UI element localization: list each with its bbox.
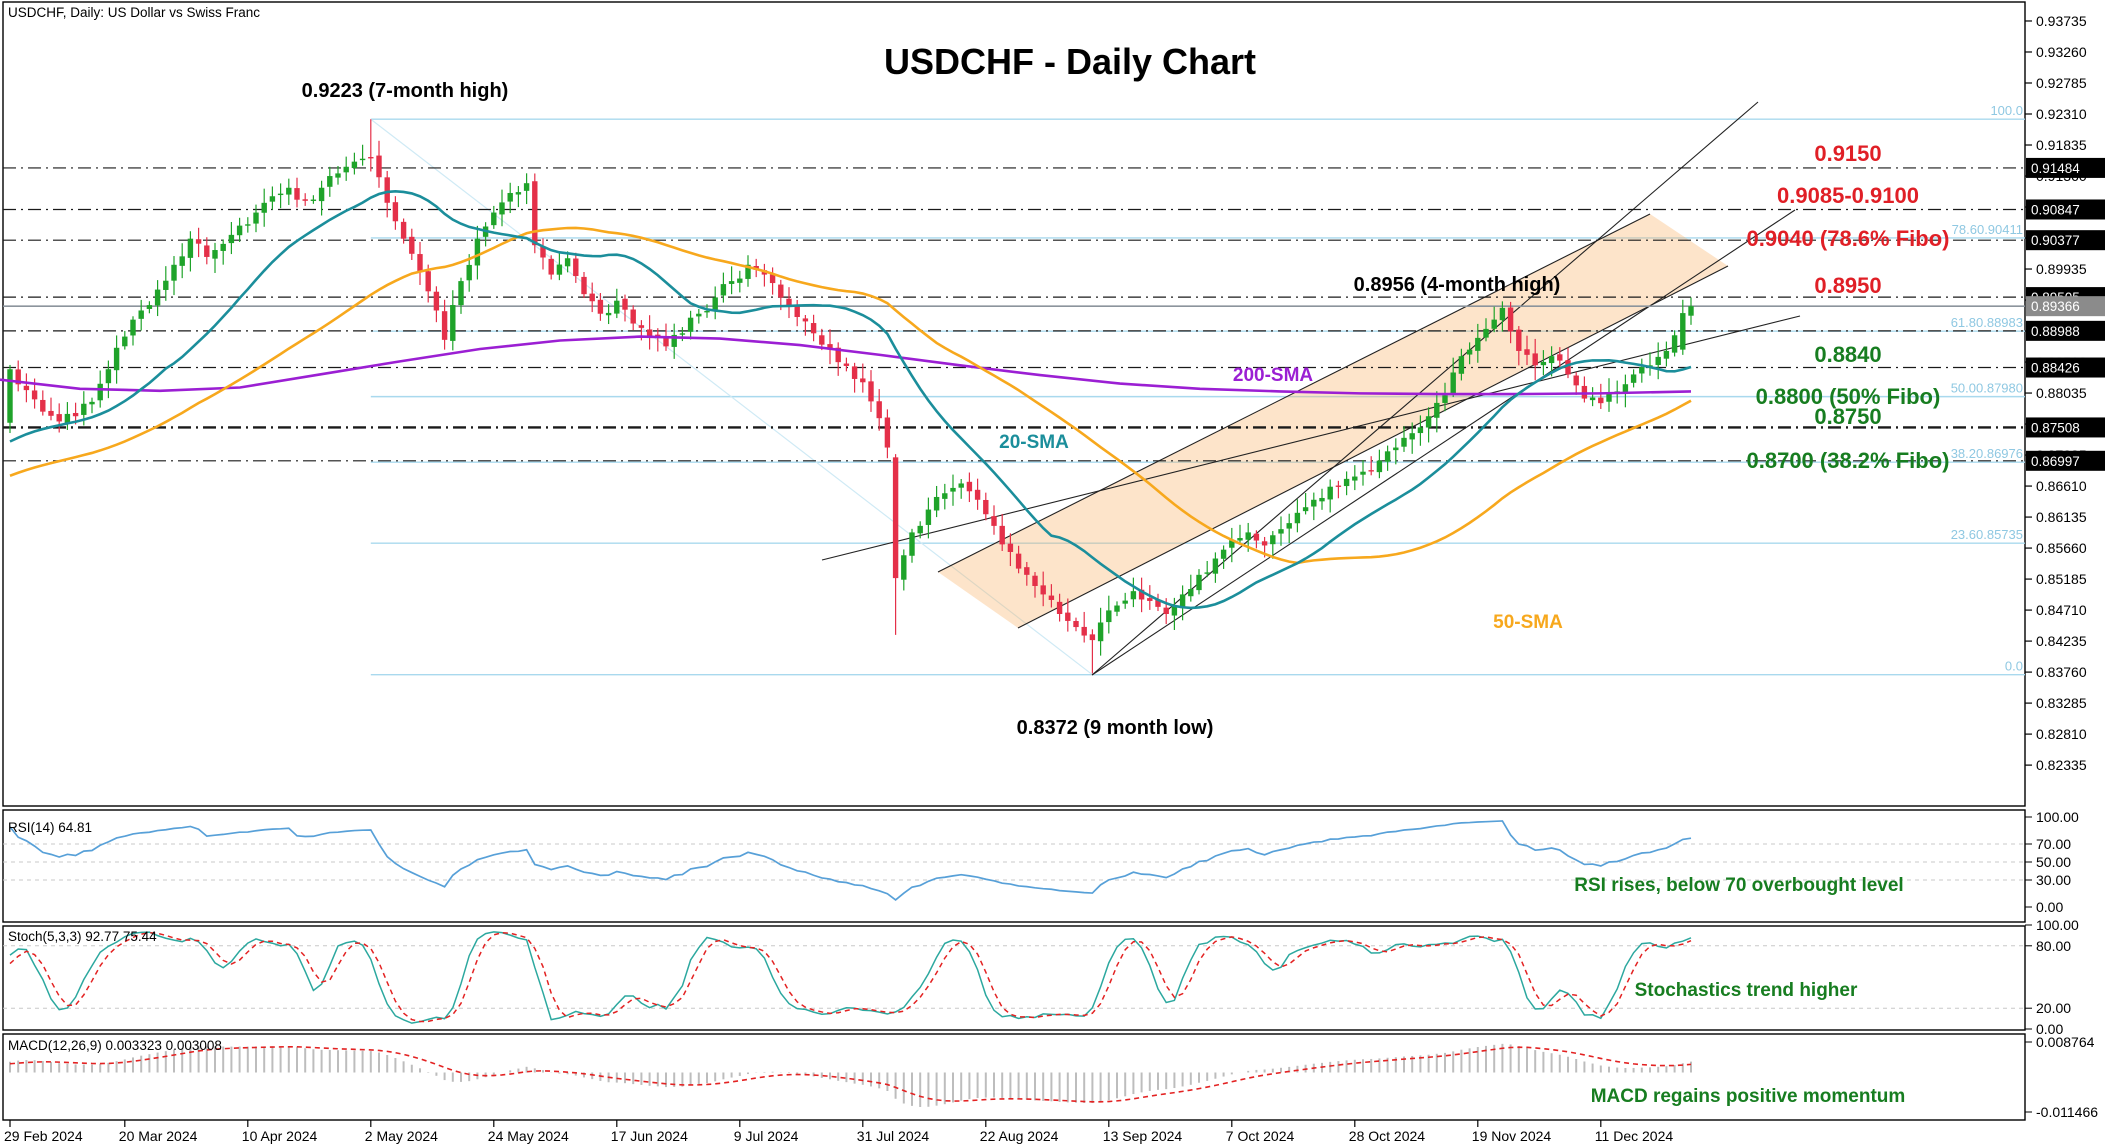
svg-text:29 Feb 2024: 29 Feb 2024 (4, 1128, 83, 1144)
svg-text:0.85185: 0.85185 (2036, 571, 2087, 587)
svg-text:2 May 2024: 2 May 2024 (365, 1128, 438, 1144)
svg-text:0.86135: 0.86135 (2036, 509, 2087, 525)
svg-text:0.82810: 0.82810 (2036, 726, 2087, 742)
svg-text:0.86997: 0.86997 (2031, 454, 2080, 469)
svg-text:0.008764: 0.008764 (2036, 1034, 2095, 1050)
svg-text:0.00: 0.00 (2036, 899, 2063, 915)
svg-text:19 Nov 2024: 19 Nov 2024 (1472, 1128, 1552, 1144)
sma50-label: 50-SMA (1493, 612, 1563, 633)
svg-text:0.84235: 0.84235 (2036, 633, 2087, 649)
chart-title: USDCHF - Daily Chart (884, 41, 1256, 82)
svg-text:0.93260: 0.93260 (2036, 44, 2087, 60)
support-label-0-8750: 0.8750 (1814, 404, 1881, 429)
svg-text:0.84710: 0.84710 (2036, 602, 2087, 618)
svg-text:0.88988: 0.88988 (2031, 324, 2080, 339)
svg-text:50.00: 50.00 (2036, 854, 2071, 870)
sma20-label: 20-SMA (999, 432, 1069, 453)
svg-text:22 Aug 2024: 22 Aug 2024 (980, 1128, 1059, 1144)
svg-text:0.83760: 0.83760 (2036, 664, 2087, 680)
svg-text:61.80.88983: 61.80.88983 (1951, 315, 2023, 330)
stoch-name: Stoch(5,3,3) 92.77 75.44 (8, 929, 157, 944)
sma200-label: 200-SMA (1233, 365, 1314, 386)
symbol-header: USDCHF, Daily: US Dollar vs Swiss Franc (8, 5, 260, 20)
svg-text:0.89935: 0.89935 (2036, 261, 2087, 277)
macd-name: MACD(12,26,9) 0.003323 0.003008 (8, 1038, 222, 1053)
panel-borders (2, 1, 2026, 1121)
svg-text:17 Jun 2024: 17 Jun 2024 (611, 1128, 688, 1144)
svg-text:0.88426: 0.88426 (2031, 361, 2080, 376)
svg-text:23.60.85735: 23.60.85735 (1951, 527, 2023, 542)
stochastic-panel[interactable]: 100.00 80.00 20.00 0.00 (3, 917, 2079, 1037)
moving-averages[interactable] (0, 189, 1692, 610)
svg-text:20 Mar 2024: 20 Mar 2024 (119, 1128, 198, 1144)
support-resistance-lines[interactable] (3, 167, 2025, 462)
svg-text:0.89366: 0.89366 (2031, 299, 2080, 314)
svg-text:20.00: 20.00 (2036, 1000, 2071, 1016)
resistance-label-0-9150: 0.9150 (1814, 141, 1881, 166)
svg-text:0.88035: 0.88035 (2036, 385, 2087, 401)
svg-text:70.00: 70.00 (2036, 836, 2071, 852)
svg-text:24 May 2024: 24 May 2024 (488, 1128, 569, 1144)
svg-text:0.90377: 0.90377 (2031, 233, 2080, 248)
support-label-0-8700: 0.8700 (38.2% Fibo) (1747, 448, 1950, 473)
svg-text:28 Oct 2024: 28 Oct 2024 (1349, 1128, 1425, 1144)
svg-text:0.00: 0.00 (2036, 1021, 2063, 1037)
price-axis[interactable]: 0.937350.932600.927850.923100.918350.913… (2025, 13, 2105, 773)
resistance-label-0-9085: 0.9085-0.9100 (1777, 183, 1919, 208)
svg-text:0.87508: 0.87508 (2031, 420, 2080, 435)
date-axis[interactable]: 29 Feb 2024 20 Mar 2024 10 Apr 2024 2 May 2… (4, 1120, 1673, 1144)
svg-text:7 Oct 2024: 7 Oct 2024 (1226, 1128, 1295, 1144)
svg-text:-0.011466: -0.011466 (2036, 1104, 2098, 1120)
rsi-name: RSI(14) 64.81 (8, 820, 92, 835)
annotation-peak: 0.9223 (7-month high) (302, 80, 509, 102)
svg-text:0.85660: 0.85660 (2036, 540, 2087, 556)
resistance-label-0-8950: 0.8950 (1814, 273, 1881, 298)
rsi-note: RSI rises, below 70 overbought level (1574, 875, 1903, 896)
svg-text:0.91484: 0.91484 (2031, 161, 2080, 176)
trend-channel[interactable] (821, 101, 1801, 676)
support-label-0-8840: 0.8840 (1814, 342, 1881, 367)
svg-text:78.60.90411: 78.60.90411 (1952, 222, 2023, 237)
candles-layer[interactable] (7, 119, 1694, 674)
svg-text:100.00: 100.00 (2036, 917, 2079, 933)
svg-text:0.83285: 0.83285 (2036, 695, 2087, 711)
macd-note: MACD regains positive momentum (1591, 1086, 1906, 1107)
resistance-label-0-9040: 0.9040 (78.6% Fibo) (1747, 226, 1950, 251)
svg-text:9 Jul 2024: 9 Jul 2024 (734, 1128, 799, 1144)
svg-text:80.00: 80.00 (2036, 938, 2071, 954)
svg-text:0.92310: 0.92310 (2036, 106, 2087, 122)
svg-text:0.91835: 0.91835 (2036, 137, 2087, 153)
svg-text:0.82335: 0.82335 (2036, 757, 2087, 773)
svg-text:0.90847: 0.90847 (2031, 202, 2080, 217)
svg-text:30.00: 30.00 (2036, 872, 2071, 888)
rsi-panel[interactable]: 100.00 70.00 50.00 30.00 0.00 (3, 809, 2079, 915)
annotation-low: 0.8372 (9 month low) (1017, 717, 1214, 739)
svg-text:13 Sep 2024: 13 Sep 2024 (1103, 1128, 1183, 1144)
svg-text:11 Dec 2024: 11 Dec 2024 (1595, 1128, 1674, 1144)
svg-text:38.20.86976: 38.20.86976 (1951, 446, 2023, 461)
svg-text:0.92785: 0.92785 (2036, 75, 2087, 91)
svg-text:0.0: 0.0 (2005, 659, 2023, 674)
svg-text:10 Apr 2024: 10 Apr 2024 (242, 1128, 318, 1144)
svg-text:100.00: 100.00 (2036, 809, 2079, 825)
support-label-0-8800: 0.8800 (50% Fibo) (1756, 384, 1941, 409)
stoch-note: Stochastics trend higher (1635, 980, 1858, 1001)
svg-text:50.00.87980: 50.00.87980 (1951, 381, 2023, 396)
svg-text:0.93735: 0.93735 (2036, 13, 2087, 29)
annotation-4m-high: 0.8956 (4-month high) (1354, 274, 1561, 296)
svg-text:100.0: 100.0 (1990, 103, 2023, 118)
macd-panel[interactable]: 0.008764 -0.011466 (9, 1034, 2098, 1120)
svg-text:31 Jul 2024: 31 Jul 2024 (857, 1128, 930, 1144)
svg-text:0.86610: 0.86610 (2036, 478, 2087, 494)
